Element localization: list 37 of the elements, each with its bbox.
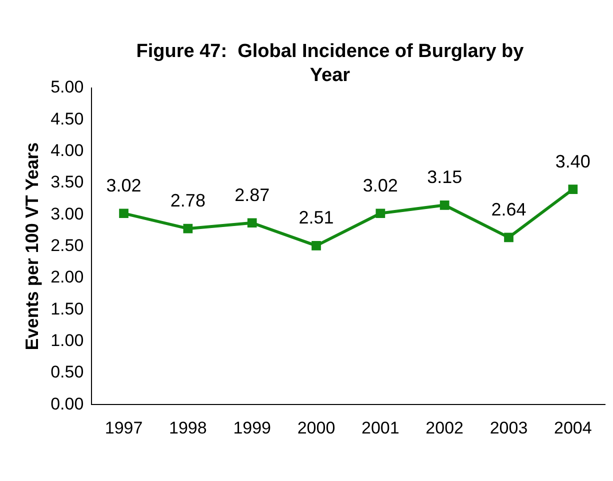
point bbox=[440, 200, 450, 210]
x-tick-label: 1999 bbox=[233, 418, 272, 438]
data-label: 3.02 bbox=[362, 175, 398, 196]
data-label: 2.78 bbox=[170, 190, 206, 211]
y-tick-label: 0.00 bbox=[50, 394, 84, 414]
point bbox=[312, 240, 321, 250]
y-tick-label: 1.50 bbox=[50, 299, 84, 318]
y-tick-label: 3.00 bbox=[50, 204, 84, 224]
y-tick-label: 4.50 bbox=[50, 109, 84, 128]
x-tick-label: 2003 bbox=[490, 418, 528, 438]
point bbox=[183, 224, 193, 234]
x-tick-label: 2004 bbox=[554, 418, 592, 438]
point bbox=[247, 218, 257, 228]
chart-title: Figure 47: Global Incidence of Burglary by Year bbox=[135, 40, 525, 88]
x-tick-label: 2000 bbox=[297, 418, 336, 438]
x-tick-label: 2002 bbox=[426, 418, 464, 438]
point bbox=[119, 208, 128, 218]
y-tick-label: 0.50 bbox=[50, 362, 84, 382]
y-tick-label: 2.50 bbox=[50, 236, 84, 255]
point bbox=[376, 208, 386, 218]
y-tick-label: 3.50 bbox=[50, 172, 84, 192]
data-label: 3.15 bbox=[427, 167, 462, 188]
x-tick-label: 2001 bbox=[362, 418, 400, 438]
data-label: 3.40 bbox=[555, 151, 590, 172]
y-tick-label: 1.00 bbox=[50, 330, 84, 350]
y-tick-label: 2.00 bbox=[50, 268, 84, 287]
data-label: 3.02 bbox=[106, 175, 142, 196]
data-label: 2.64 bbox=[491, 199, 526, 220]
y-tick-label: 5.00 bbox=[50, 78, 84, 97]
x-tick-label: 1997 bbox=[104, 418, 143, 438]
point bbox=[504, 232, 514, 242]
data-label: 2.87 bbox=[234, 184, 270, 205]
point bbox=[568, 184, 578, 194]
x-tick-label: 1998 bbox=[169, 418, 207, 438]
y-axis-title: Events per 100 VT Years bbox=[22, 142, 42, 350]
y-tick-label: 4.00 bbox=[50, 141, 84, 160]
data-label: 2.51 bbox=[298, 208, 334, 228]
